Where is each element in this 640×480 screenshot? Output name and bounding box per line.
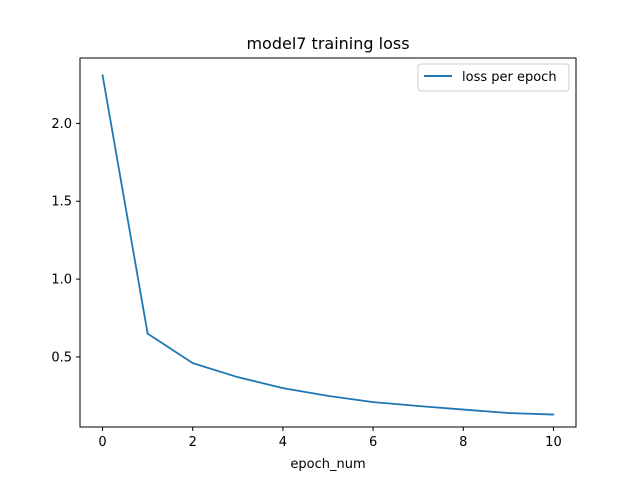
data-point	[552, 413, 555, 416]
x-axis-label: epoch_num	[290, 457, 365, 472]
x-tick-label: 8	[459, 435, 467, 450]
plot-frame	[79, 57, 577, 428]
data-point	[327, 394, 329, 397]
data-point	[507, 412, 510, 414]
data-point	[236, 376, 239, 379]
series-lines	[101, 74, 555, 416]
legend-box	[417, 63, 570, 92]
axis-ticks: 0 2 4 6 8 10 0.5 1.0 1.5 2.0	[51, 117, 561, 450]
data-point	[101, 74, 104, 77]
x-tick-label: 6	[369, 435, 377, 450]
x-tick-label: 2	[189, 435, 197, 450]
x-tick-label: 0	[98, 435, 106, 450]
data-point	[417, 405, 420, 407]
legend: loss per epoch	[417, 63, 570, 92]
y-tick-label: 1.0	[51, 273, 72, 288]
x-tick-label: 10	[545, 435, 562, 450]
chart-title: model7 training loss	[246, 34, 409, 53]
data-point	[282, 387, 284, 389]
y-tick-label: 1.5	[51, 195, 72, 210]
y-tick-label: 0.5	[51, 350, 72, 365]
y-tick-label: 2.0	[51, 117, 72, 132]
x-tick-label: 4	[279, 435, 287, 450]
data-point	[462, 408, 465, 411]
data-point	[191, 362, 194, 365]
data-point	[372, 401, 374, 403]
legend-label-loss-per-epoch: loss per epoch	[462, 70, 557, 85]
data-point	[146, 332, 149, 335]
